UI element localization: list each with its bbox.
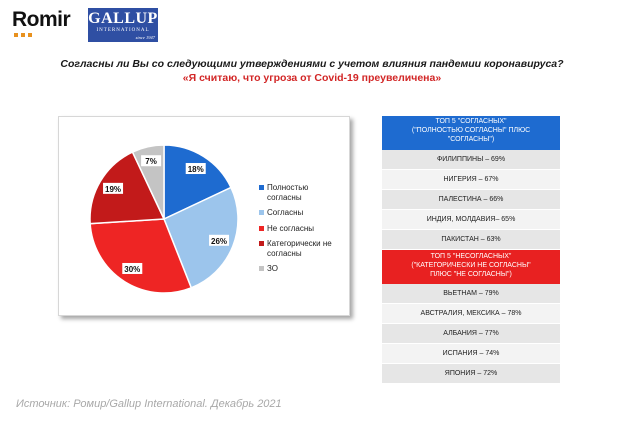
top-disagree-header: ТОП 5 "НЕСОГЛАСНЫХ" ("КАТЕГОРИЧЕСКИ НЕ СО… xyxy=(382,250,560,284)
top-agree-row: ПАЛЕСТИНА – 66% xyxy=(382,190,560,210)
top5-panel: ТОП 5 "СОГЛАСНЫХ" ("ПОЛНОСТЬЮ СОГЛАСНЫ" П… xyxy=(382,116,560,384)
pie-label-2: 26% xyxy=(209,234,230,246)
gallup-logo-word: GALLUP xyxy=(88,10,158,27)
top-disagree-list: ВЬЕТНАМ – 79% АВСТРАЛИЯ, МЕКСИКА – 78% АЛБ… xyxy=(382,284,560,384)
legend-label: ЗО xyxy=(267,264,278,273)
top-agree-list: ФИЛИППИНЫ – 69% НИГЕРИЯ – 67% ПАЛЕСТИНА – … xyxy=(382,150,560,250)
pie-slice-1 xyxy=(163,144,232,221)
legend-swatch xyxy=(259,210,264,215)
top-disagree-header-line-2: ("КАТЕГОРИЧЕСКИ НЕ СОГЛАСНЫ" xyxy=(411,262,531,269)
source-note: Источник: Ромир/Gallup International. Де… xyxy=(16,398,282,410)
legend-swatch xyxy=(259,241,264,246)
legend-item-5: ЗО xyxy=(259,264,345,274)
survey-statement: «Я считаю, что угроза от Covid-19 преуве… xyxy=(182,72,442,84)
gallup-logo: GALLUP INTERNATIONAL since 1947 xyxy=(88,8,158,42)
legend-label: Полностью согласны xyxy=(267,183,309,202)
pie-chart: 18% 26% 30% 19% 7% xyxy=(89,144,239,294)
top-disagree-row: АЛБАНИЯ – 77% xyxy=(382,324,560,344)
legend-label: Не согласны xyxy=(267,223,315,233)
pie-label-5: 7% xyxy=(141,155,162,167)
legend-label: Согласны xyxy=(267,208,304,217)
svg-text:18%: 18% xyxy=(188,165,204,174)
legend-swatch xyxy=(259,185,264,190)
top-agree-row: ПАКИСТАН – 63% xyxy=(382,230,560,250)
top-agree-header: ТОП 5 "СОГЛАСНЫХ" ("ПОЛНОСТЬЮ СОГЛАСНЫ" П… xyxy=(382,116,560,150)
top-disagree-row: ЯПОНИЯ – 72% xyxy=(382,364,560,384)
pie-label-4: 19% xyxy=(103,182,124,194)
top-agree-header-line-3: "СОГЛАСНЫ") xyxy=(447,136,495,143)
legend-item-4: Категорически не согласны xyxy=(259,239,345,258)
romir-logo-dots xyxy=(14,33,32,37)
top-agree-row: ИНДИЯ, МОЛДАВИЯ– 65% xyxy=(382,210,560,230)
svg-text:26%: 26% xyxy=(211,237,227,246)
legend-label: Категорически не согласны xyxy=(267,239,332,258)
gallup-logo-subtitle: INTERNATIONAL xyxy=(96,28,150,33)
top-agree-header-line-2: ("ПОЛНОСТЬЮ СОГЛАСНЫ" ПЛЮС xyxy=(411,127,531,134)
pie-chart-panel: 18% 26% 30% 19% 7% Полностью согласны Согласн… xyxy=(58,116,350,316)
gallup-logo-since: since 1947 xyxy=(135,35,155,40)
pie-slice-2 xyxy=(163,186,239,289)
legend-item-2: Согласны xyxy=(259,208,345,218)
top-agree-row: НИГЕРИЯ – 67% xyxy=(382,170,560,190)
pie-label-1: 18% xyxy=(185,163,206,175)
svg-text:7%: 7% xyxy=(145,157,157,166)
top-disagree-row: ВЬЕТНАМ – 79% xyxy=(382,284,560,304)
top-disagree-header-line-3: ПЛЮС "НЕ СОГЛАСНЫ") xyxy=(430,271,512,278)
pie-label-3: 30% xyxy=(122,262,143,274)
pie-slice-3 xyxy=(89,218,193,294)
top-disagree-row: АВСТРАЛИЯ, МЕКСИКА – 78% xyxy=(382,304,560,324)
top-disagree-header-line-1: ТОП 5 "НЕСОГЛАСНЫХ" xyxy=(430,253,512,260)
top-agree-header-line-1: ТОП 5 "СОГЛАСНЫХ" xyxy=(435,118,507,125)
romir-logo: Romir xyxy=(12,8,71,31)
svg-text:30%: 30% xyxy=(124,265,140,274)
legend-item-1: Полностью согласны xyxy=(259,183,345,202)
legend-swatch xyxy=(259,225,264,231)
top-agree-row: ФИЛИППИНЫ – 69% xyxy=(382,150,560,170)
svg-text:19%: 19% xyxy=(105,185,121,194)
survey-question: Согласны ли Вы со следующими утверждения… xyxy=(60,58,564,70)
legend-swatch xyxy=(259,266,264,271)
pie-slice-4 xyxy=(89,151,166,225)
top-disagree-row: ИСПАНИЯ – 74% xyxy=(382,344,560,364)
chart-legend: Полностью согласны Согласны Не согласны Кат… xyxy=(259,183,345,280)
legend-item-3: Не согласны xyxy=(259,224,345,234)
